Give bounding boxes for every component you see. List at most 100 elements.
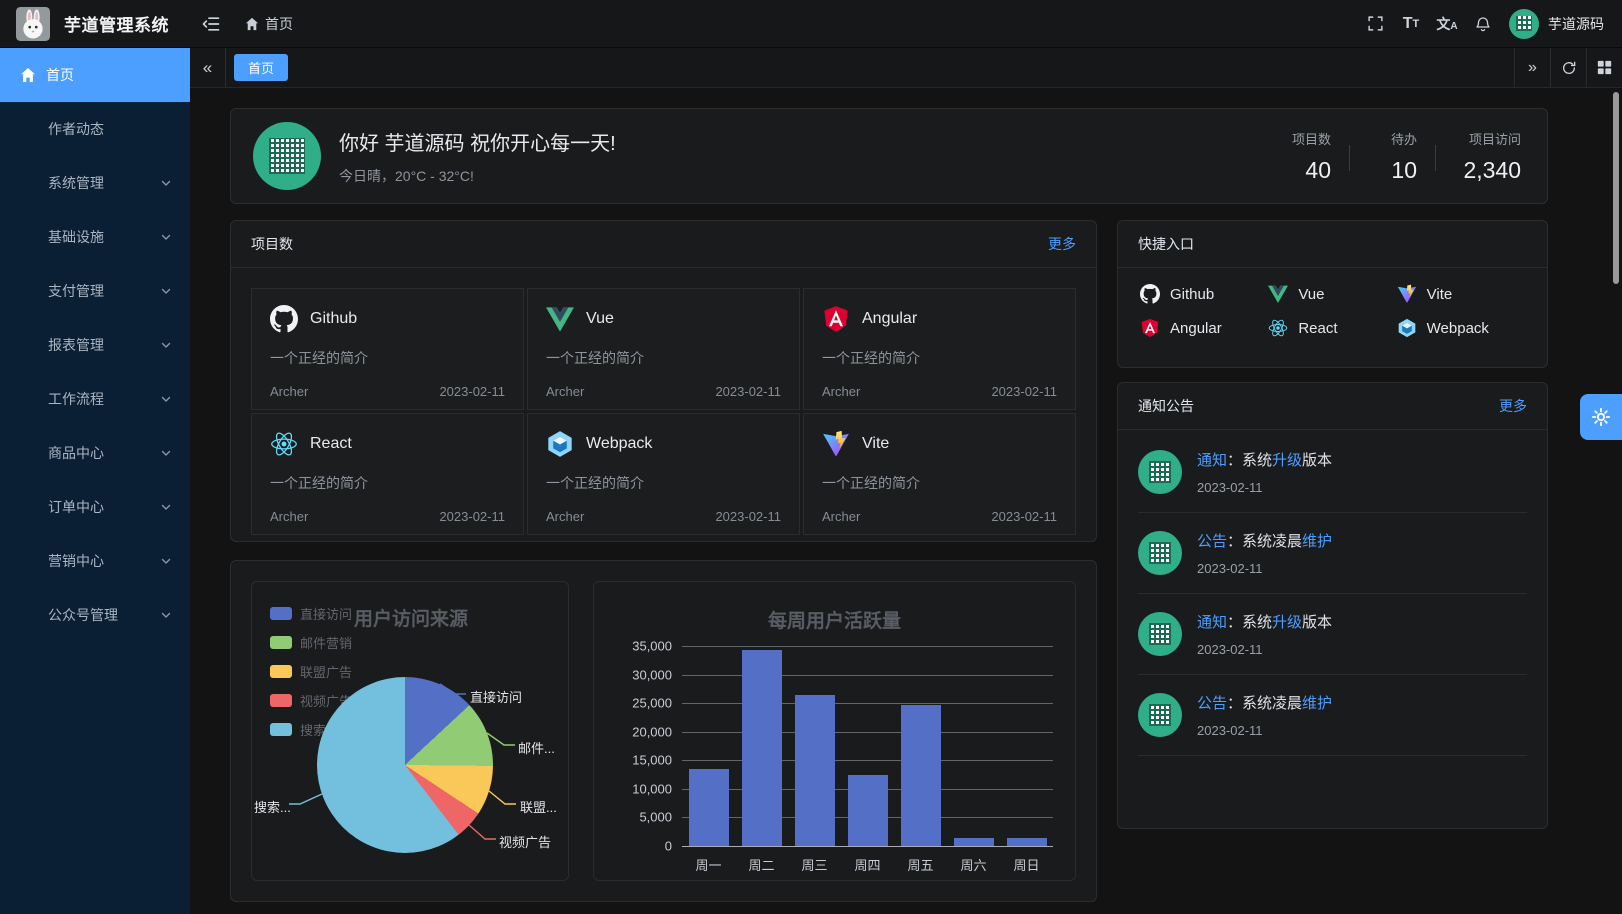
stat-item: 待办 10: [1349, 129, 1435, 184]
project-card[interactable]: React 一个正经的简介 Archer 2023-02-11: [251, 413, 524, 535]
sidebar-item[interactable]: 商品中心: [0, 426, 190, 480]
sidebar-item-label: 商品中心: [48, 445, 104, 461]
gridline: [682, 760, 1053, 762]
bars: [682, 646, 1053, 846]
sidebar-item[interactable]: 首页: [0, 48, 190, 102]
fullscreen-icon[interactable]: [1357, 6, 1393, 42]
bar[interactable]: [900, 704, 941, 846]
sidebar-item[interactable]: 支付管理: [0, 264, 190, 318]
github-icon: [1140, 284, 1160, 304]
y-axis-tick-label: 30,000: [632, 667, 672, 683]
project-card[interactable]: Vue 一个正经的简介 Archer 2023-02-11: [527, 288, 800, 410]
pie-chart-panel: 用户访问来源 直接访问 邮件营销 联盟广告 视频广告 搜索引擎: [251, 581, 569, 881]
vite-icon: [822, 430, 850, 458]
sidebar-item[interactable]: 基础设施: [0, 210, 190, 264]
sidebar-item[interactable]: 工作流程: [0, 372, 190, 426]
quick-entry[interactable]: React: [1268, 318, 1396, 338]
pie-chart-title: 用户访问来源: [354, 609, 469, 630]
tab-bar: « 首页 »: [190, 48, 1622, 88]
scrollbar-thumb[interactable]: [1613, 92, 1619, 284]
bar-chart-title: 每周用户活跃量: [767, 611, 901, 632]
sidebar-item[interactable]: 营销中心: [0, 534, 190, 588]
notice-title[interactable]: 通知：系统升级版本: [1197, 614, 1333, 631]
bar[interactable]: [953, 838, 994, 846]
notice-more-link[interactable]: 更多: [1499, 398, 1527, 414]
project-date: 2023-02-11: [715, 509, 781, 524]
project-author: Archer: [822, 509, 861, 524]
chevron-down-icon: [160, 285, 172, 297]
legend-item[interactable]: 联盟广告: [270, 662, 352, 681]
sidebar-item-label: 营销中心: [48, 553, 104, 569]
x-axis-tick-label: 周一: [695, 858, 722, 873]
quick-entry[interactable]: Vue: [1268, 284, 1396, 304]
notice-title[interactable]: 通知：系统升级版本: [1197, 452, 1333, 469]
project-card[interactable]: Github 一个正经的简介 Archer 2023-02-11: [251, 288, 524, 410]
y-axis-tick-label: 20,000: [632, 724, 672, 740]
refresh-icon[interactable]: [1550, 48, 1586, 87]
notice-title[interactable]: 公告：系统凌晨维护: [1197, 533, 1333, 550]
pie-chart[interactable]: [317, 677, 493, 853]
quick-label: Vue: [1298, 285, 1325, 303]
bar[interactable]: [847, 775, 888, 846]
legend-chip: [270, 636, 292, 649]
bar[interactable]: [794, 695, 835, 846]
notice-title[interactable]: 公告：系统凌晨维护: [1197, 695, 1333, 712]
notice-item[interactable]: 通知：系统升级版本 2023-02-11: [1138, 594, 1527, 675]
greeting-avatar: [253, 122, 321, 190]
projects-more-link[interactable]: 更多: [1048, 236, 1076, 252]
project-card[interactable]: Angular 一个正经的简介 Archer 2023-02-11: [803, 288, 1076, 410]
y-axis-tick-label: 35,000: [632, 638, 672, 654]
github-icon: [270, 305, 298, 333]
bar[interactable]: [1006, 838, 1047, 846]
bell-icon[interactable]: [1465, 6, 1501, 42]
bar[interactable]: [741, 650, 782, 846]
project-date: 2023-02-11: [439, 509, 505, 524]
project-name: Vite: [862, 435, 890, 452]
quick-entry[interactable]: Vite: [1397, 284, 1525, 304]
y-axis-tick-label: 15,000: [632, 752, 672, 768]
greeting-card: 你好 芋道源码 祝你开心每一天! 今日晴，20°C - 32°C! 项目数 40…: [230, 108, 1548, 204]
legend-item[interactable]: 邮件营销: [270, 633, 352, 652]
notice-item[interactable]: 公告：系统凌晨维护 2023-02-11: [1138, 675, 1527, 756]
quick-entry[interactable]: Webpack: [1397, 318, 1525, 338]
bar[interactable]: [688, 769, 729, 846]
project-card[interactable]: Vite 一个正经的简介 Archer 2023-02-11: [803, 413, 1076, 535]
sidebar-item[interactable]: 订单中心: [0, 480, 190, 534]
bar-slot: [841, 646, 894, 846]
vite-icon: [1397, 284, 1417, 304]
notice-item[interactable]: 通知：系统升级版本 2023-02-11: [1138, 432, 1527, 513]
sidebar-item[interactable]: 报表管理: [0, 318, 190, 372]
pie-slice-label: 联盟...: [520, 800, 557, 815]
tab-home[interactable]: 首页: [234, 54, 289, 81]
sidebar-fold-icon[interactable]: [201, 13, 223, 35]
notice-item[interactable]: 公告：系统凌晨维护 2023-02-11: [1138, 513, 1527, 594]
sidebar-item-label: 报表管理: [48, 337, 104, 353]
x-axis-tick-label: 周六: [960, 858, 987, 873]
settings-gear-button[interactable]: [1580, 394, 1622, 440]
app-logo[interactable]: [16, 6, 50, 41]
sidebar-item[interactable]: 公众号管理: [0, 588, 190, 642]
quick-entry[interactable]: Angular: [1140, 318, 1268, 338]
project-card[interactable]: Webpack 一个正经的简介 Archer 2023-02-11: [527, 413, 800, 535]
notice-card-title: 通知公告: [1138, 398, 1194, 414]
project-name: Vue: [586, 310, 614, 327]
sidebar-item[interactable]: 系统管理: [0, 156, 190, 210]
gridline: [682, 703, 1053, 705]
tabs-scroll-left-icon[interactable]: «: [190, 48, 226, 87]
user-menu[interactable]: 芋道源码: [1509, 8, 1604, 39]
quick-entry[interactable]: Github: [1140, 284, 1268, 304]
stat-label: 待办: [1390, 131, 1417, 147]
home-icon: [20, 67, 36, 83]
legend-item[interactable]: 直接访问: [270, 604, 352, 623]
sidebar-item[interactable]: 作者动态: [0, 102, 190, 156]
layout-grid-icon[interactable]: [1586, 48, 1622, 87]
chevron-down-icon: [160, 393, 172, 405]
x-axis-tick-label: 周三: [801, 858, 828, 873]
tabs-scroll-right-icon[interactable]: »: [1514, 48, 1550, 87]
breadcrumb[interactable]: 首页: [245, 14, 293, 34]
rabbit-logo-icon: [16, 6, 50, 41]
vue-icon: [1268, 284, 1289, 304]
